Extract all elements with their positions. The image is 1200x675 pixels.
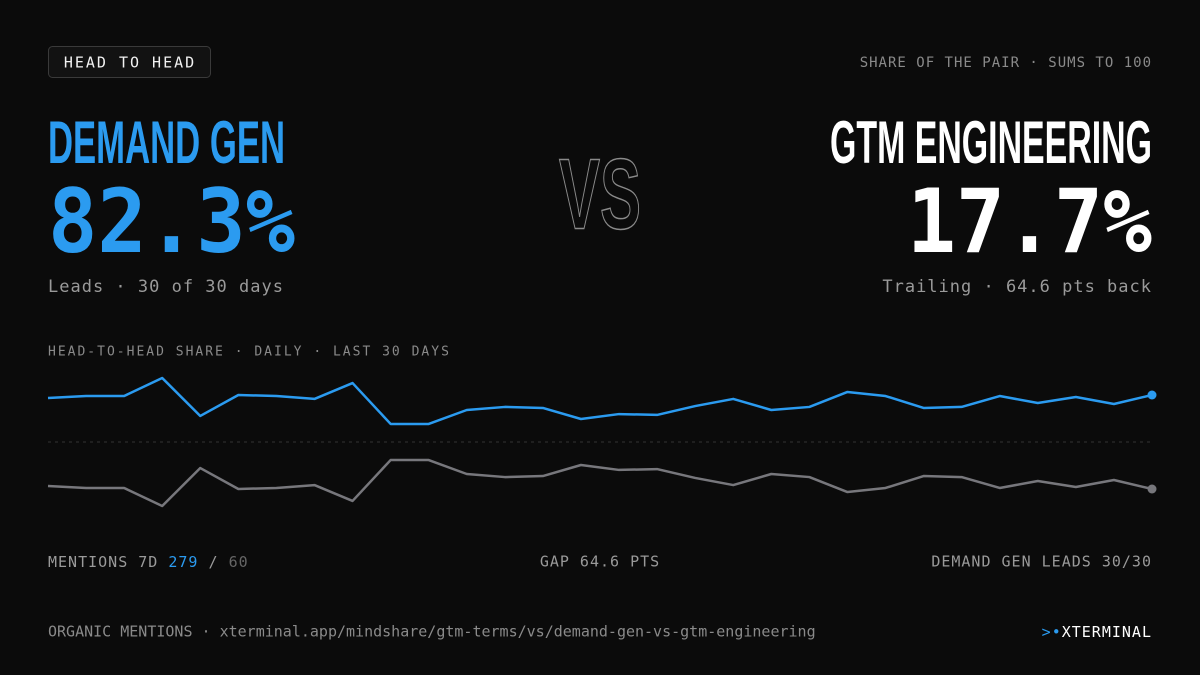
separator: / — [209, 553, 219, 571]
end-dot — [1147, 390, 1157, 400]
brand-prompt: > — [1042, 623, 1052, 641]
badge: HEAD TO HEAD — [64, 54, 196, 72]
header-note: SHARE OF THE PAIR · SUMS TO 100 — [860, 55, 1152, 71]
left-name: DEMAND GEN — [48, 109, 285, 176]
vs: VS — [559, 138, 641, 250]
left-share: 82.3% — [48, 170, 295, 273]
left-caption: Leads · 30 of 30 days — [48, 277, 284, 297]
mentions-left: 279 — [168, 553, 198, 571]
brand-name: XTERMINAL — [1062, 623, 1152, 641]
end-dot — [1147, 484, 1157, 494]
right-caption: Trailing · 64.6 pts back — [882, 277, 1152, 297]
plot — [47, 376, 1157, 508]
gap: GAP 64.6 PTS — [540, 553, 660, 571]
right-name: GTM ENGINEERING — [830, 109, 1152, 176]
mentions-right: 60 — [229, 553, 249, 571]
leader: DEMAND GEN LEADS 30/30 — [931, 553, 1152, 571]
right-share: 17.7% — [907, 170, 1152, 273]
footer-source: ORGANIC MENTIONS · xterminal.app/mindsha… — [48, 623, 816, 641]
mentions-label: MENTIONS 7D — [48, 553, 158, 571]
brand-dot: • — [1052, 623, 1062, 641]
brand: >•XTERMINAL — [1042, 623, 1152, 641]
mentions: MENTIONS 7D 279 / 60 — [48, 553, 249, 571]
badge-box — [48, 46, 211, 78]
series-line — [47, 458, 1153, 508]
chart-title: HEAD-TO-HEAD SHARE · DAILY · LAST 30 DAY… — [48, 345, 451, 360]
series-line — [47, 376, 1153, 426]
